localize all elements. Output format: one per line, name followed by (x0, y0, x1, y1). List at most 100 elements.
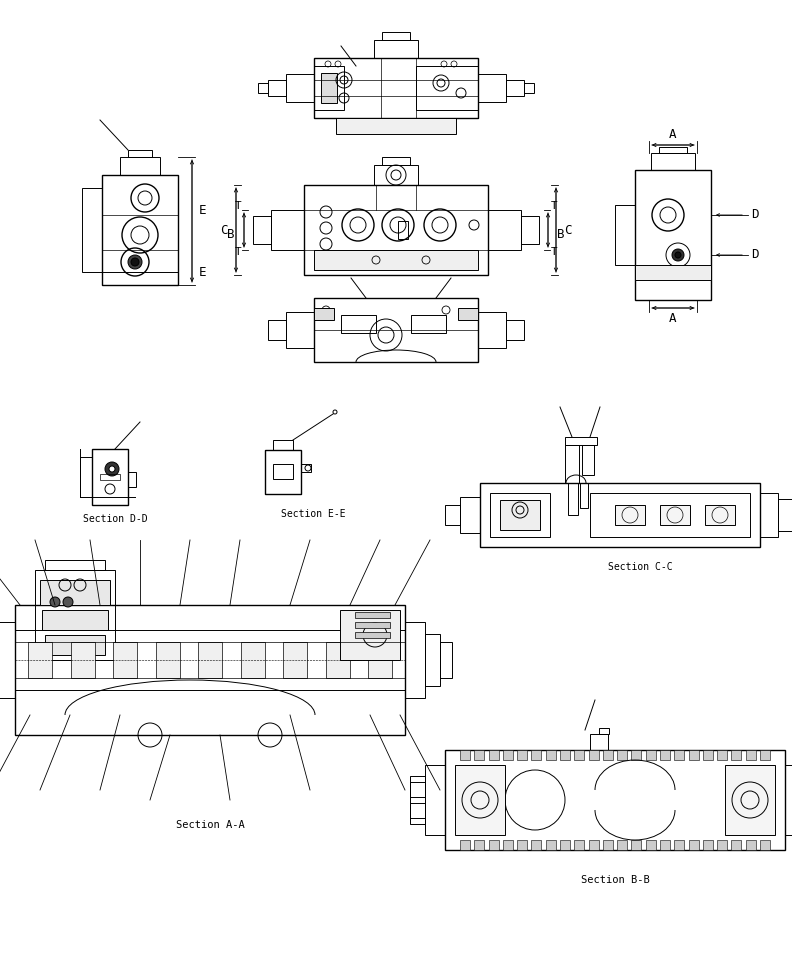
Bar (92, 449, 128, 505)
Text: A: A (669, 311, 676, 325)
Bar (588, 750, 599, 760)
Bar (374, 165, 418, 185)
Bar (503, 840, 513, 850)
Bar (546, 750, 556, 760)
Text: A: A (669, 129, 676, 141)
Bar (340, 610, 400, 660)
Bar (635, 170, 711, 300)
Bar (705, 505, 735, 525)
Bar (474, 750, 484, 760)
Bar (565, 445, 579, 483)
Bar (615, 505, 645, 525)
Bar (599, 728, 609, 734)
Bar (645, 750, 656, 760)
Bar (268, 320, 286, 340)
Bar (688, 840, 699, 850)
Bar (574, 750, 584, 760)
Bar (458, 308, 478, 320)
Bar (355, 612, 390, 618)
Bar (314, 250, 478, 270)
Bar (506, 80, 524, 96)
Bar (568, 483, 578, 515)
Bar (603, 750, 613, 760)
Bar (0, 622, 15, 698)
Text: B: B (227, 229, 234, 241)
Bar (717, 750, 727, 760)
Bar (283, 642, 307, 678)
Bar (425, 634, 440, 686)
Bar (286, 312, 314, 348)
Bar (45, 635, 105, 655)
Text: D: D (752, 249, 759, 261)
Bar (480, 483, 760, 547)
Text: E: E (200, 265, 207, 279)
Bar (651, 153, 695, 170)
Bar (336, 118, 456, 134)
Bar (732, 750, 741, 760)
Bar (411, 315, 446, 333)
Bar (35, 570, 115, 660)
Bar (355, 622, 390, 628)
Bar (760, 493, 778, 537)
Text: Section B-B: Section B-B (581, 875, 649, 885)
Text: Section E-E: Section E-E (280, 509, 345, 519)
Bar (674, 840, 684, 850)
Bar (474, 840, 484, 850)
Bar (603, 840, 613, 850)
Text: E: E (200, 204, 207, 216)
Bar (314, 66, 344, 110)
Bar (703, 840, 713, 850)
Bar (531, 750, 542, 760)
Text: C: C (220, 224, 228, 236)
Text: Section C-C: Section C-C (607, 562, 672, 572)
Bar (503, 750, 513, 760)
Bar (15, 605, 405, 735)
Bar (268, 80, 286, 96)
Bar (560, 840, 570, 850)
Bar (82, 188, 102, 272)
Bar (273, 440, 293, 450)
Bar (590, 734, 608, 750)
Bar (521, 216, 539, 244)
Bar (574, 840, 584, 850)
Bar (645, 840, 656, 850)
Bar (531, 840, 542, 850)
Bar (374, 40, 418, 58)
Bar (635, 265, 711, 280)
Bar (258, 83, 268, 93)
Text: T: T (234, 201, 242, 211)
Bar (631, 750, 642, 760)
Circle shape (105, 462, 119, 476)
Bar (321, 73, 337, 103)
Bar (524, 83, 534, 93)
Bar (506, 320, 524, 340)
Bar (45, 560, 105, 570)
Circle shape (109, 466, 115, 472)
Bar (460, 840, 470, 850)
Bar (732, 840, 741, 850)
Bar (660, 750, 670, 760)
Bar (517, 750, 527, 760)
Bar (785, 765, 792, 835)
Circle shape (131, 258, 139, 266)
Bar (382, 157, 410, 165)
Circle shape (63, 597, 73, 607)
Text: B: B (558, 229, 565, 241)
Bar (517, 840, 527, 850)
Bar (80, 457, 92, 497)
Circle shape (50, 597, 60, 607)
Bar (488, 210, 521, 250)
Bar (398, 221, 408, 239)
Bar (355, 632, 390, 638)
Text: T: T (234, 247, 242, 257)
Bar (15, 630, 405, 690)
Bar (314, 298, 478, 362)
Bar (582, 445, 594, 475)
Bar (546, 840, 556, 850)
Bar (286, 74, 314, 102)
Bar (725, 765, 775, 835)
Bar (425, 765, 445, 835)
Bar (490, 493, 550, 537)
Bar (565, 437, 597, 445)
Bar (560, 750, 570, 760)
